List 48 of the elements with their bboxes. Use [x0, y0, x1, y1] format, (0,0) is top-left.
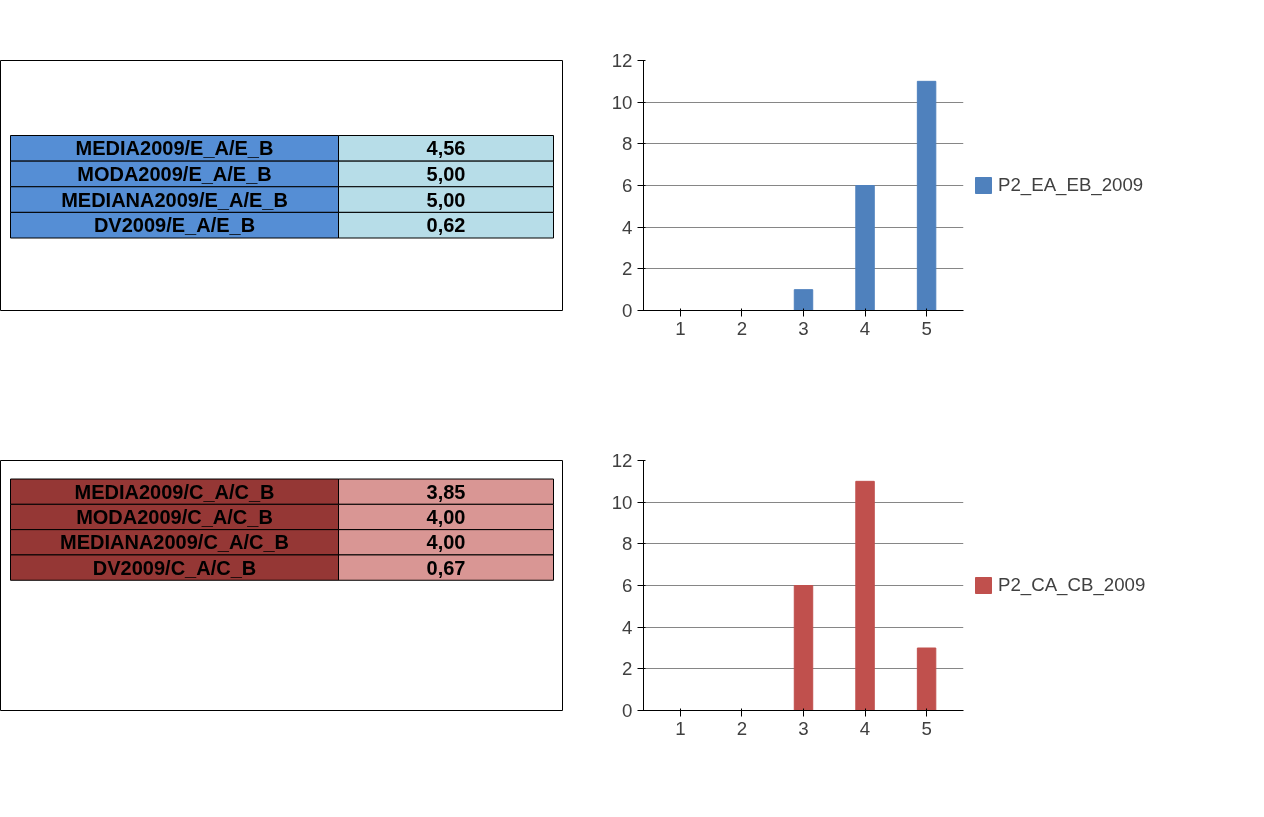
y-tick-label: 12 [611, 450, 633, 471]
x-tick-label: 2 [736, 717, 748, 739]
text: 3,85 [426, 480, 466, 503]
y-tick-label: 2 [622, 258, 633, 280]
text: MEDIANA2009/E_A/E_B [61, 188, 288, 211]
y-tick-label: 4 [622, 616, 633, 638]
x-tick-label: 1 [675, 717, 686, 739]
x-tick-label: 2 [736, 317, 748, 339]
y-tick-label: 2 [622, 658, 633, 680]
y-tick-label: 4 [622, 216, 633, 238]
text: 4,00 [426, 505, 466, 528]
x-tick-label: 1 [675, 317, 686, 339]
legend-label: P2_EA_EB_2009 [998, 174, 1144, 196]
text: 0,62 [426, 214, 466, 237]
text: DV2009/E_A/E_B [93, 214, 256, 237]
bar [855, 480, 875, 711]
x-tick-label: 5 [921, 717, 932, 739]
y-tick-label: 10 [611, 91, 633, 113]
y-tick-label: 10 [611, 491, 633, 513]
y-tick-label: 0 [622, 700, 633, 721]
text: MEDIA2009/C_A/C_B [74, 480, 275, 503]
y-tick-label: 12 [611, 50, 633, 71]
y-tick-label: 8 [622, 133, 633, 155]
x-tick-label: 3 [798, 317, 809, 339]
text: MODA2009/E_A/E_B [77, 162, 272, 185]
legend-label: P2_CA_CB_2009 [998, 574, 1146, 596]
text: MEDIA2009/E_A/E_B [75, 137, 274, 160]
bar [793, 289, 814, 311]
x-tick-label: 4 [859, 717, 871, 739]
text: 4,56 [426, 137, 466, 160]
y-tick-label: 6 [622, 575, 633, 596]
text: 5,00 [426, 188, 466, 211]
x-tick-label: 4 [859, 317, 871, 339]
y-tick-label: 6 [622, 175, 633, 196]
y-tick-label: 8 [622, 533, 633, 555]
bar [916, 80, 937, 311]
y-tick-label: 0 [622, 300, 633, 321]
text: MODA2009/C_A/C_B [76, 505, 273, 528]
x-tick-label: 5 [921, 317, 932, 339]
text: DV2009/C_A/C_B [92, 556, 257, 579]
text: MEDIANA2009/C_A/C_B [60, 531, 289, 554]
text: 0,67 [426, 556, 466, 579]
text: 5,00 [426, 162, 466, 185]
bar [916, 647, 937, 711]
x-tick-label: 3 [798, 717, 809, 739]
bar [855, 185, 875, 311]
bar [793, 585, 814, 711]
text: 4,00 [426, 531, 466, 554]
